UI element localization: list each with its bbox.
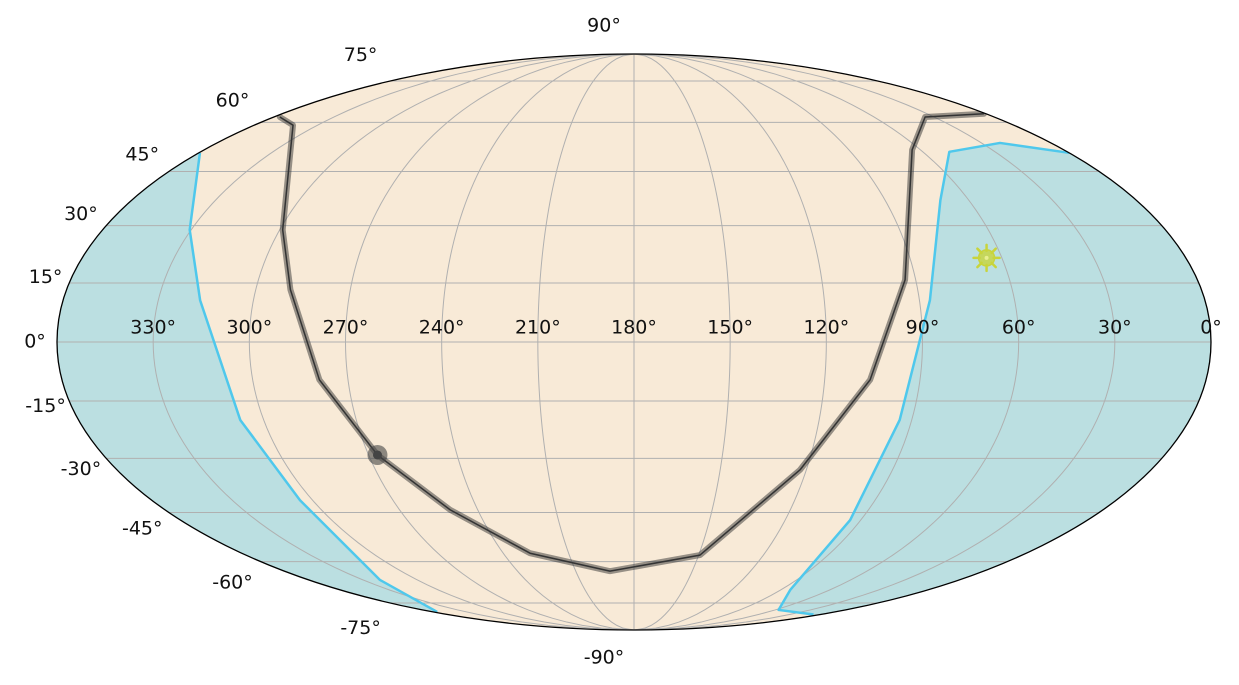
meridian-grid-line: [344, 54, 635, 630]
meridian-grid-line: [441, 54, 635, 630]
meridian-grid-line: [633, 54, 1116, 630]
latitude-label: -90°: [584, 647, 625, 669]
longitude-label: 120°: [803, 317, 849, 339]
longitude-label: 330°: [130, 317, 176, 339]
sun-marker: [972, 243, 1001, 273]
longitude-label: 300°: [226, 317, 272, 339]
longitude-label: 150°: [707, 317, 753, 339]
sky-outline: [56, 53, 1212, 631]
longitude-label: 240°: [419, 317, 465, 339]
meridian-grid-line: [633, 54, 924, 630]
latitude-label: -30°: [61, 458, 102, 480]
longitude-label: 30°: [1098, 317, 1132, 339]
longitude-label: 180°: [611, 317, 657, 339]
latitude-label: -60°: [212, 571, 253, 593]
latitude-label: -75°: [340, 617, 381, 639]
latitude-label: 45°: [125, 143, 159, 165]
latitude-label: 75°: [344, 44, 378, 66]
sun-center: [984, 255, 989, 260]
dot-marker: [372, 450, 382, 460]
longitude-label: 0°: [1200, 317, 1222, 339]
track-line: [279, 112, 984, 572]
longitude-label: 270°: [323, 317, 369, 339]
latitude-label: 0°: [24, 331, 46, 353]
longitude-label: 60°: [1002, 317, 1036, 339]
latitude-label: 30°: [64, 203, 98, 225]
meridian-grid-line: [633, 54, 827, 630]
meridian-grid-line: [248, 54, 635, 630]
latitude-label: 15°: [29, 266, 63, 288]
latitude-label: 60°: [216, 90, 250, 112]
region-boundary: [188, 141, 1070, 616]
latitude-label: -15°: [25, 395, 66, 417]
longitude-label: 90°: [906, 317, 940, 339]
meridian-grid-line: [152, 54, 635, 630]
latitude-label: -45°: [122, 518, 163, 540]
latitude-label: 90°: [587, 15, 621, 37]
meridian-grid-line: [633, 54, 731, 630]
longitude-label: 210°: [515, 317, 561, 339]
meridian-grid-line: [633, 54, 1020, 630]
